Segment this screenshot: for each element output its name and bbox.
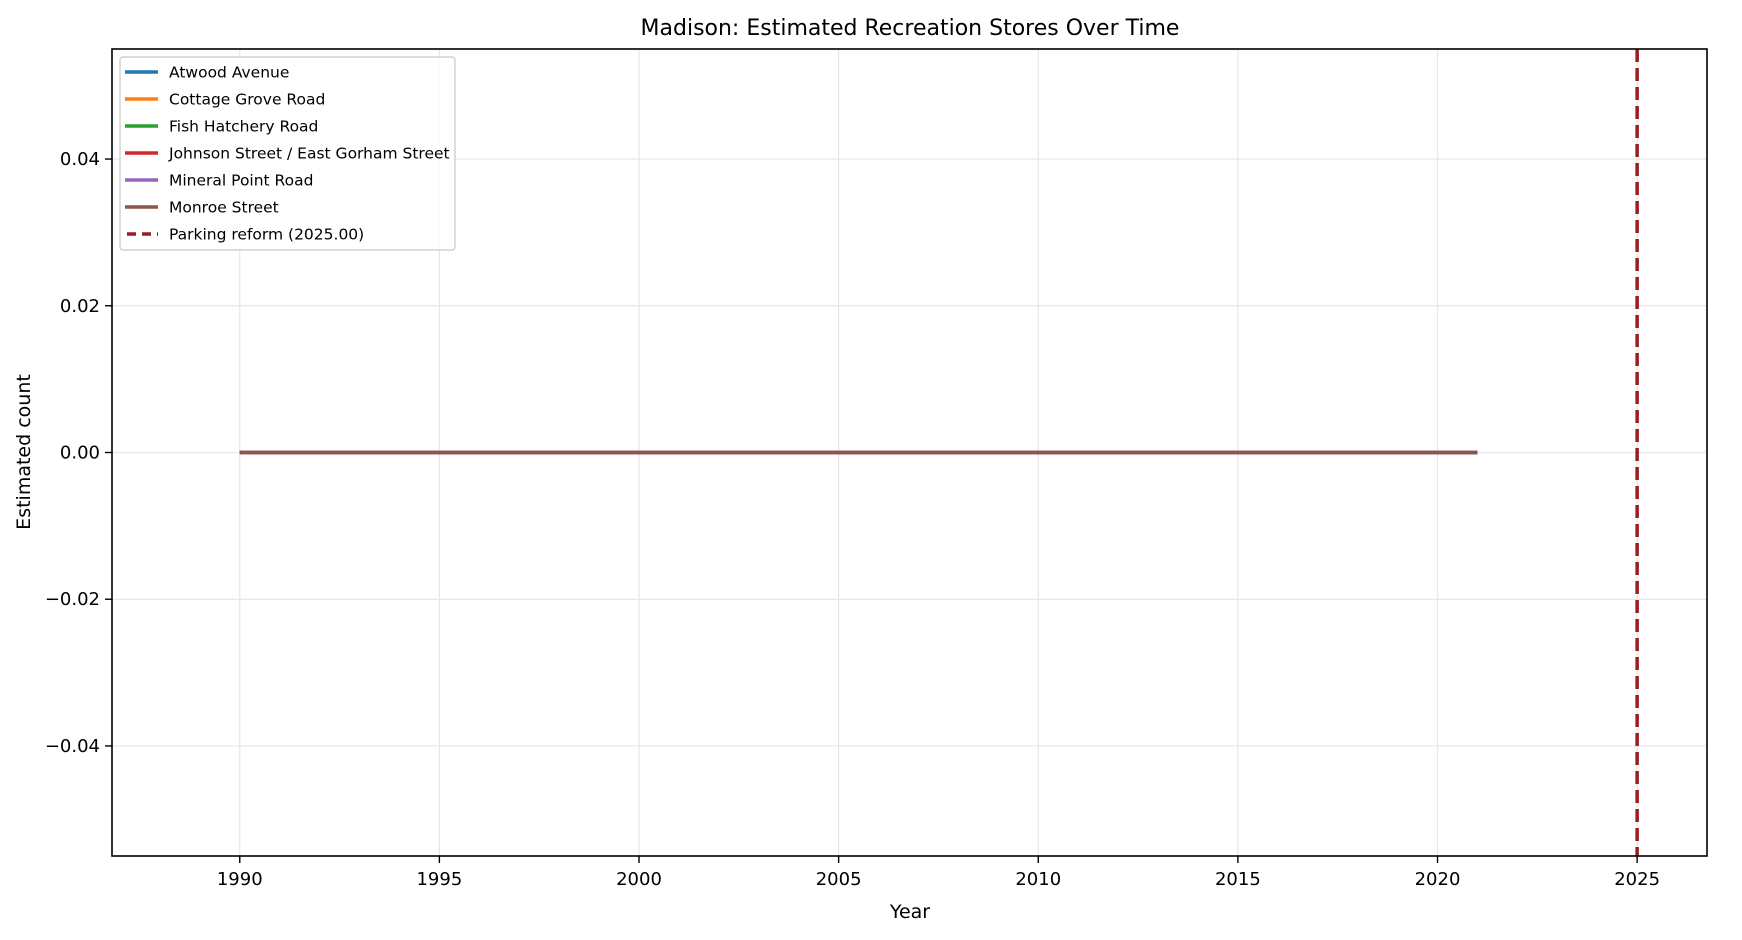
x-tick-label: 2000 [616, 869, 662, 890]
y-tick-label: −0.04 [45, 736, 100, 757]
legend-label: Atwood Avenue [169, 64, 289, 82]
legend-label: Johnson Street / East Gorham Street [168, 145, 450, 163]
x-tick-label: 2010 [1015, 869, 1061, 890]
legend-label: Parking reform (2025.00) [169, 226, 364, 244]
y-tick-label: 0.02 [60, 296, 100, 317]
y-tick-label: −0.02 [45, 589, 100, 610]
legend-label: Fish Hatchery Road [169, 118, 318, 136]
x-axis: 1990 1995 2000 2005 2010 2015 2020 2025 [217, 856, 1660, 890]
x-tick-label: 1995 [416, 869, 462, 890]
y-axis-label: Estimated count [13, 374, 35, 530]
y-tick-label: 0.04 [60, 149, 100, 170]
chart-title: Madison: Estimated Recreation Stores Ove… [641, 16, 1180, 41]
legend-box [119, 56, 456, 251]
legend-label: Monroe Street [169, 199, 279, 217]
x-axis-label: Year [889, 901, 930, 923]
y-axis: 0.04 0.02 0.00 −0.02 −0.04 [45, 149, 112, 757]
legend-label: Mineral Point Road [169, 172, 313, 190]
x-tick-label: 2015 [1215, 869, 1261, 890]
y-tick-label: 0.00 [60, 443, 100, 464]
x-tick-label: 2025 [1614, 869, 1660, 890]
x-tick-label: 2005 [816, 869, 862, 890]
x-tick-label: 1990 [217, 869, 263, 890]
legend-label: Cottage Grove Road [169, 91, 325, 109]
x-tick-label: 2020 [1415, 869, 1461, 890]
legend: Atwood Avenue Cottage Grove Road Fish Hatc… [119, 56, 456, 251]
